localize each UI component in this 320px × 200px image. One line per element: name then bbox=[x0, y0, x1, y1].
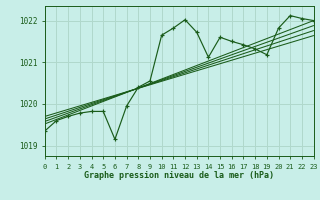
X-axis label: Graphe pression niveau de la mer (hPa): Graphe pression niveau de la mer (hPa) bbox=[84, 171, 274, 180]
